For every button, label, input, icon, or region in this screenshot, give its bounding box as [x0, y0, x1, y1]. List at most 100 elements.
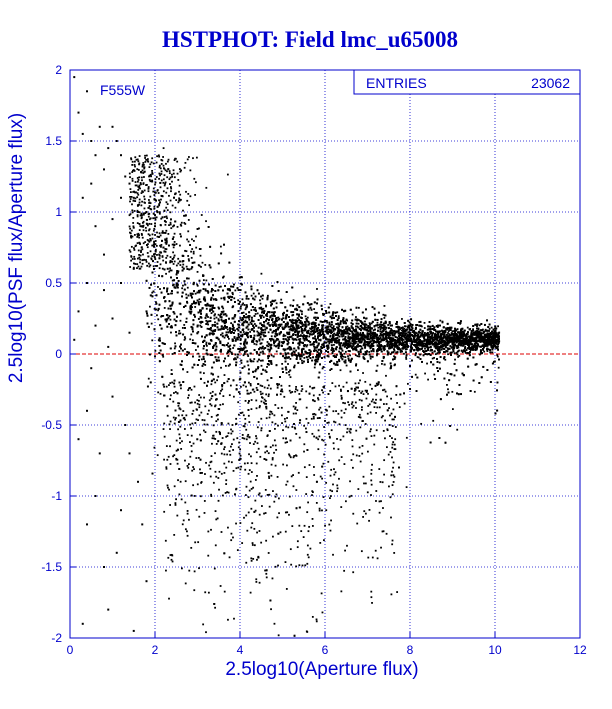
data-point — [295, 401, 297, 404]
data-point — [308, 349, 311, 351]
data-point — [321, 327, 323, 330]
data-point — [322, 312, 324, 315]
data-point — [132, 196, 135, 199]
data-point — [240, 362, 243, 364]
data-point — [222, 275, 225, 278]
data-point — [158, 199, 160, 202]
data-point — [98, 125, 101, 128]
data-point — [170, 292, 172, 295]
data-point — [301, 335, 304, 338]
data-point — [295, 349, 297, 352]
data-point — [347, 350, 350, 352]
data-point — [187, 352, 190, 355]
data-point — [350, 342, 352, 345]
data-point — [120, 196, 122, 199]
data-point — [368, 322, 371, 325]
data-point — [339, 369, 342, 372]
data-point — [227, 342, 230, 345]
data-point — [494, 329, 497, 332]
data-point — [444, 351, 447, 353]
data-point — [242, 302, 245, 305]
data-point — [208, 320, 211, 323]
data-point — [170, 369, 173, 371]
data-point — [482, 349, 485, 351]
data-point — [362, 323, 365, 326]
data-point — [157, 391, 160, 394]
data-point — [423, 321, 426, 324]
data-point — [246, 353, 249, 356]
data-point — [273, 622, 276, 625]
data-point — [81, 622, 84, 625]
data-point — [336, 311, 339, 314]
data-point — [376, 321, 379, 324]
data-point — [330, 337, 333, 340]
data-point — [190, 267, 193, 270]
data-point — [273, 344, 276, 347]
data-point — [309, 327, 311, 330]
data-point — [239, 282, 242, 285]
data-point — [205, 307, 208, 310]
data-point — [231, 323, 234, 326]
data-point — [305, 317, 308, 320]
data-point — [290, 324, 293, 327]
data-point — [369, 337, 372, 340]
data-point — [240, 305, 242, 308]
data-point — [280, 298, 283, 301]
data-point — [207, 323, 210, 326]
data-point — [86, 282, 88, 284]
data-point — [299, 338, 302, 340]
data-point — [204, 263, 207, 266]
data-point — [486, 338, 489, 341]
data-point — [399, 328, 401, 330]
data-point — [404, 325, 407, 328]
data-point — [197, 331, 200, 333]
data-point — [137, 480, 139, 483]
data-point — [330, 329, 332, 331]
data-point — [253, 308, 255, 311]
data-point — [437, 351, 440, 353]
data-point — [317, 357, 320, 360]
data-point — [420, 422, 423, 425]
data-point — [148, 229, 150, 232]
data-point — [497, 345, 499, 348]
data-point — [212, 289, 214, 291]
data-point — [273, 307, 275, 310]
data-point — [184, 249, 186, 252]
data-point — [304, 315, 307, 318]
data-point — [287, 371, 290, 373]
data-point — [445, 327, 448, 330]
data-point — [338, 332, 341, 335]
data-point — [181, 327, 184, 329]
data-point — [217, 306, 220, 309]
data-point — [336, 326, 338, 329]
data-point — [219, 285, 222, 288]
data-point — [237, 334, 240, 337]
data-point — [184, 337, 187, 340]
data-point — [267, 331, 270, 334]
data-point — [214, 328, 217, 331]
data-point — [496, 354, 499, 357]
data-point — [466, 326, 469, 329]
data-point — [359, 348, 362, 351]
data-point — [199, 300, 202, 303]
data-point — [337, 315, 340, 318]
data-point — [205, 343, 208, 346]
data-point — [465, 340, 468, 343]
data-point — [282, 314, 285, 317]
data-point — [228, 297, 231, 300]
data-point — [440, 348, 443, 351]
data-point — [246, 349, 248, 352]
data-point — [447, 348, 449, 351]
data-point — [226, 380, 229, 383]
data-point — [423, 327, 426, 329]
data-point — [338, 350, 341, 353]
data-point — [291, 525, 294, 528]
data-point — [483, 350, 486, 353]
data-point — [324, 330, 327, 333]
data-point — [111, 317, 114, 320]
data-point — [295, 319, 297, 322]
data-point — [137, 211, 139, 213]
data-point — [266, 315, 269, 317]
data-point — [415, 348, 418, 351]
data-point — [253, 358, 256, 360]
